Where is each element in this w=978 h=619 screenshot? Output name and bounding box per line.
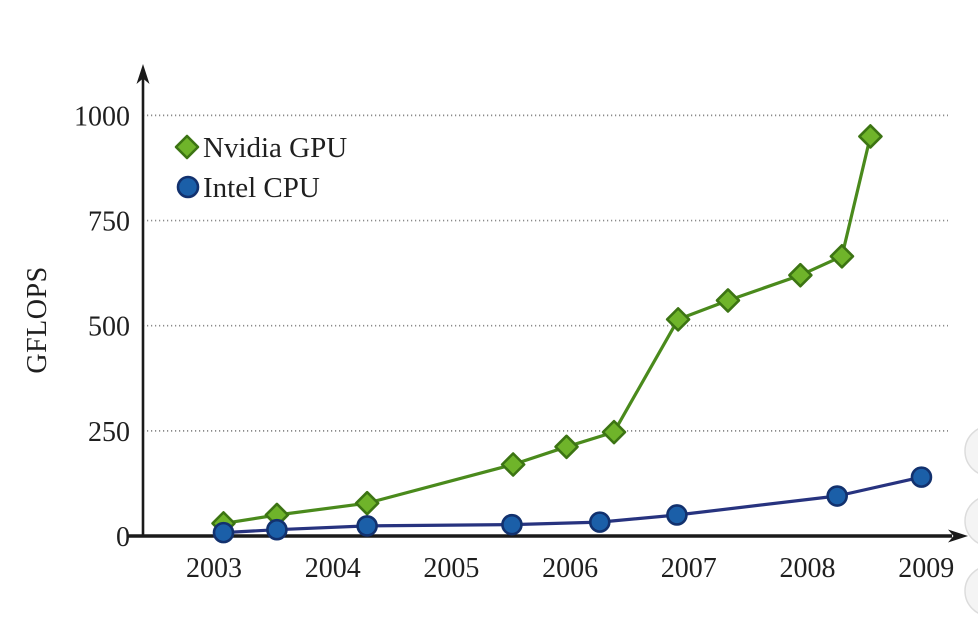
x-tick-label-2006: 2006 [542, 553, 598, 584]
data-point-nvidia-gpu-2 [354, 490, 380, 516]
data-point-nvidia-gpu-6 [665, 307, 691, 332]
data-point-nvidia-gpu-7 [715, 288, 741, 313]
data-point-intel-cpu-5 [666, 504, 688, 526]
y-axis-label: GFLOPS [22, 266, 53, 373]
data-point-intel-cpu-6 [826, 485, 848, 507]
edge-artifact-circle-1 [964, 498, 978, 544]
data-point-nvidia-gpu-3 [500, 452, 526, 477]
legend-marker-cpu-circle-icon [176, 175, 200, 199]
legend-marker-gpu-diamond-icon [174, 134, 200, 160]
data-point-intel-cpu-3 [501, 513, 523, 536]
data-point-intel-cpu-2 [356, 515, 378, 537]
series-layer [211, 124, 933, 544]
x-tick-label-2003: 2003 [186, 553, 242, 584]
legend-label-gpu: Nvidia GPU [203, 132, 347, 164]
x-tick-label-2004: 2004 [305, 553, 361, 584]
series-line-nvidia-gpu [221, 134, 873, 526]
legend: Nvidia GPU Intel CPU [174, 132, 347, 204]
data-point-nvidia-gpu-5 [601, 419, 627, 445]
series-line-intel-cpu [221, 475, 924, 535]
edge-artifact-layer [964, 428, 978, 614]
y-tick-label-1000: 1000 [74, 101, 130, 132]
y-tick-label-0: 0 [116, 522, 130, 553]
x-tick-label-2008: 2008 [780, 553, 836, 584]
data-point-nvidia-gpu-10 [858, 124, 883, 149]
edge-artifact-circle-2 [964, 568, 978, 614]
x-axis-arrow-icon [948, 529, 968, 543]
data-point-nvidia-gpu-4 [554, 434, 579, 460]
data-point-intel-cpu-7 [910, 466, 933, 488]
y-axis-arrow-icon [136, 64, 150, 84]
y-tick-label-500: 500 [88, 312, 130, 343]
x-tick-label-2009: 2009 [898, 553, 954, 584]
x-tick-label-2007: 2007 [661, 553, 717, 584]
y-tick-label-250: 250 [88, 417, 130, 448]
data-point-intel-cpu-0 [212, 521, 235, 544]
data-point-nvidia-gpu-9 [829, 244, 855, 269]
y-tick-label-750: 750 [88, 207, 130, 238]
data-point-intel-cpu-1 [266, 518, 288, 541]
x-tick-label-2005: 2005 [423, 553, 479, 584]
legend-label-cpu: Intel CPU [203, 172, 320, 204]
axis-layer [128, 64, 968, 543]
data-point-intel-cpu-4 [588, 511, 611, 533]
edge-artifact-circle-0 [964, 428, 978, 474]
data-point-nvidia-gpu-8 [788, 262, 813, 288]
tick-label-layer: 0 250 500 750 1000 2003 2004 2005 2006 2007 2008 20… [74, 101, 954, 584]
